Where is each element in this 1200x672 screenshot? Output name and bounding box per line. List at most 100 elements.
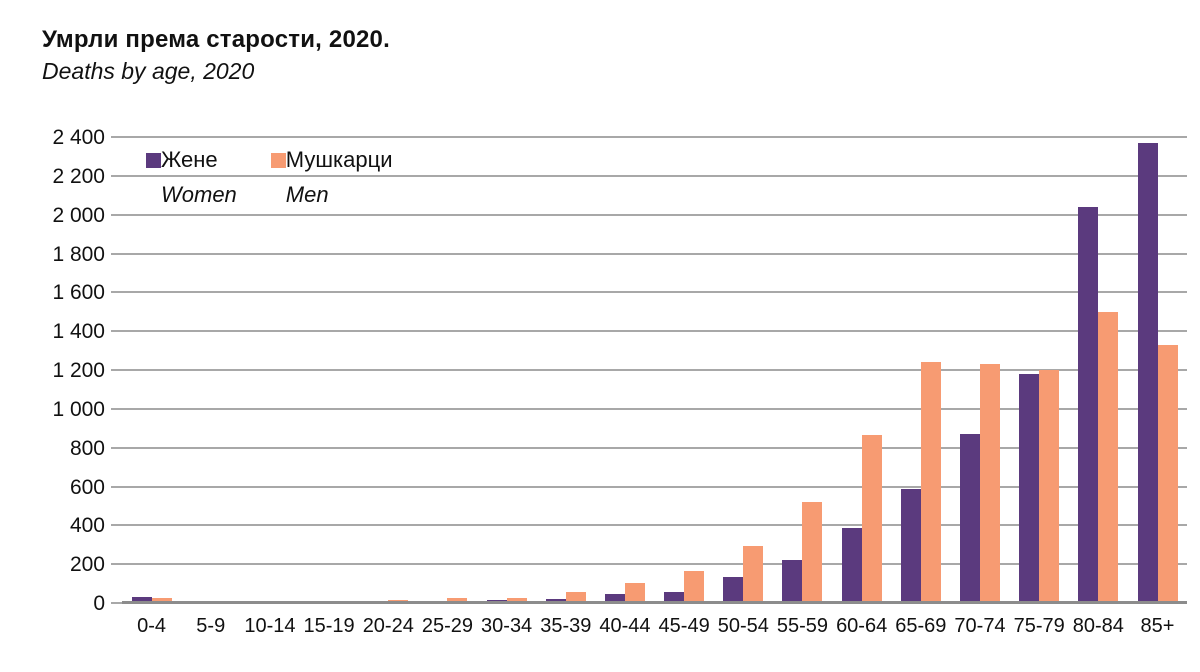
- y-tick-mark: [111, 369, 122, 371]
- x-axis-label: 50-54: [717, 615, 769, 637]
- y-tick-mark: [111, 407, 122, 410]
- gridline-800: [122, 446, 1187, 449]
- bar-women-40-44: [604, 594, 625, 603]
- bar-men-25-29: [447, 598, 468, 603]
- bar-women-70-74: [959, 434, 980, 603]
- y-axis-label: 600: [69, 475, 105, 499]
- bar-men-55-59: [802, 502, 823, 603]
- y-axis-label: 400: [69, 514, 105, 538]
- x-axis-label: 60-64: [836, 615, 888, 637]
- age-group-45-49: 45-49: [655, 137, 714, 637]
- age-group-40-44: 40-44: [595, 137, 654, 637]
- plot-area: Жене Women Мушкарци Men 0-4 5-9 10-14 15-19…: [52, 126, 1187, 637]
- age-group-25-29: 25-29: [418, 137, 477, 637]
- age-group-55-59: 55-59: [773, 137, 832, 637]
- bar-men-45-49: [684, 570, 705, 603]
- x-axis-label: 65-69: [895, 615, 947, 637]
- age-group-50-54: 50-54: [714, 137, 773, 637]
- gridline-1600: [122, 291, 1187, 294]
- bar-men-60-64: [861, 435, 882, 603]
- bar-women-60-64: [841, 528, 862, 603]
- y-axis-label: 1 800: [52, 242, 105, 266]
- y-axis-label: 1 200: [52, 359, 105, 382]
- gridline-200: [122, 563, 1187, 566]
- x-axis-label: 40-44: [599, 615, 651, 637]
- bar-men-0-4: [151, 598, 172, 603]
- bar-men-40-44: [624, 582, 645, 603]
- bar-men-30-34: [506, 597, 527, 603]
- age-group-70-74: 70-74: [950, 137, 1009, 637]
- bar-women-55-59: [782, 560, 803, 603]
- gridline-2400: [122, 136, 1187, 138]
- y-tick-mark: [111, 213, 122, 216]
- bar-women-0-4: [131, 597, 152, 603]
- bar-women-65-69: [900, 489, 921, 603]
- y-tick-mark: [111, 485, 122, 488]
- age-group-75-79: 75-79: [1010, 137, 1069, 637]
- y-tick-mark: [111, 563, 122, 566]
- age-group-80-84: 80-84: [1069, 137, 1128, 637]
- age-group-30-34: 30-34: [477, 137, 536, 637]
- y-axis-label: 2 400: [52, 126, 105, 149]
- bar-women-45-49: [664, 592, 685, 603]
- x-axis-label: 35-39: [540, 615, 592, 637]
- x-axis-label: 5-9: [196, 615, 226, 637]
- chart-title: Умрли према старости, 2020.: [42, 26, 390, 53]
- y-tick-mark: [111, 524, 122, 527]
- x-axis-label: 70-74: [954, 615, 1006, 637]
- x-axis-label: 45-49: [658, 615, 710, 637]
- gridline-1200: [122, 369, 1187, 371]
- gridline-600: [122, 485, 1187, 488]
- gridline-2200: [122, 174, 1187, 177]
- age-group-0-4: 0-4: [122, 137, 181, 637]
- x-axis-label: 20-24: [362, 615, 414, 637]
- y-axis-label: 1 600: [52, 281, 105, 305]
- gridline-1400: [122, 330, 1187, 333]
- bar-men-35-39: [565, 592, 586, 603]
- gridline-400: [122, 524, 1187, 527]
- bar-women-50-54: [723, 576, 744, 603]
- legend-men-label-en: Men: [285, 182, 329, 207]
- y-tick-mark: [111, 252, 122, 255]
- legend-item-women: Жене Women: [146, 147, 237, 208]
- bar-groups: 0-4 5-9 10-14 15-19 20-24 25-29 30-34 35-39 40-4…: [122, 137, 1187, 637]
- age-group-60-64: 60-64: [832, 137, 891, 637]
- x-axis-label: 80-84: [1072, 615, 1124, 637]
- chart-subtitle: Deaths by age, 2020: [42, 58, 255, 84]
- x-axis-label: 85+: [1140, 615, 1175, 637]
- age-group-35-39: 35-39: [536, 137, 595, 637]
- gridline-2000: [122, 213, 1187, 216]
- x-axis-label: 75-79: [1013, 615, 1065, 637]
- men-series-swatch-icon: [270, 152, 286, 168]
- y-tick-mark: [111, 291, 122, 294]
- x-axis-label: 15-19: [303, 615, 355, 637]
- age-group-65-69: 65-69: [891, 137, 950, 637]
- bar-women-80-84: [1078, 206, 1099, 603]
- bar-women-85+: [1137, 142, 1158, 603]
- x-axis-label: 25-29: [421, 615, 474, 637]
- y-tick-mark: [111, 446, 122, 449]
- bar-men-50-54: [743, 545, 764, 603]
- y-axis-label: 1 000: [52, 397, 105, 421]
- y-axis-label: 200: [69, 553, 105, 577]
- y-axis-label: 2 200: [52, 164, 105, 188]
- x-axis-label: 30-34: [481, 615, 533, 637]
- y-tick-mark: [111, 174, 122, 177]
- legend-women-label: Жене: [161, 147, 218, 172]
- x-axis-line: [122, 601, 1187, 604]
- gridline-1800: [122, 252, 1187, 255]
- women-series-swatch-icon: [146, 152, 161, 168]
- bar-men-75-79: [1039, 370, 1060, 603]
- bar-men-70-74: [979, 364, 1000, 603]
- legend-item-men: Мушкарци Men: [270, 147, 393, 208]
- bar-men-65-69: [920, 362, 941, 603]
- y-axis-label: 2 000: [52, 203, 105, 227]
- x-axis-label: 10-14: [244, 615, 296, 637]
- legend-men-label: Мушкарци: [285, 147, 393, 172]
- y-axis-label: 800: [69, 436, 105, 460]
- bar-men-85+: [1157, 344, 1178, 603]
- y-axis-label: 0: [93, 592, 105, 615]
- y-tick-mark: [111, 136, 122, 138]
- gridline-1000: [122, 407, 1187, 410]
